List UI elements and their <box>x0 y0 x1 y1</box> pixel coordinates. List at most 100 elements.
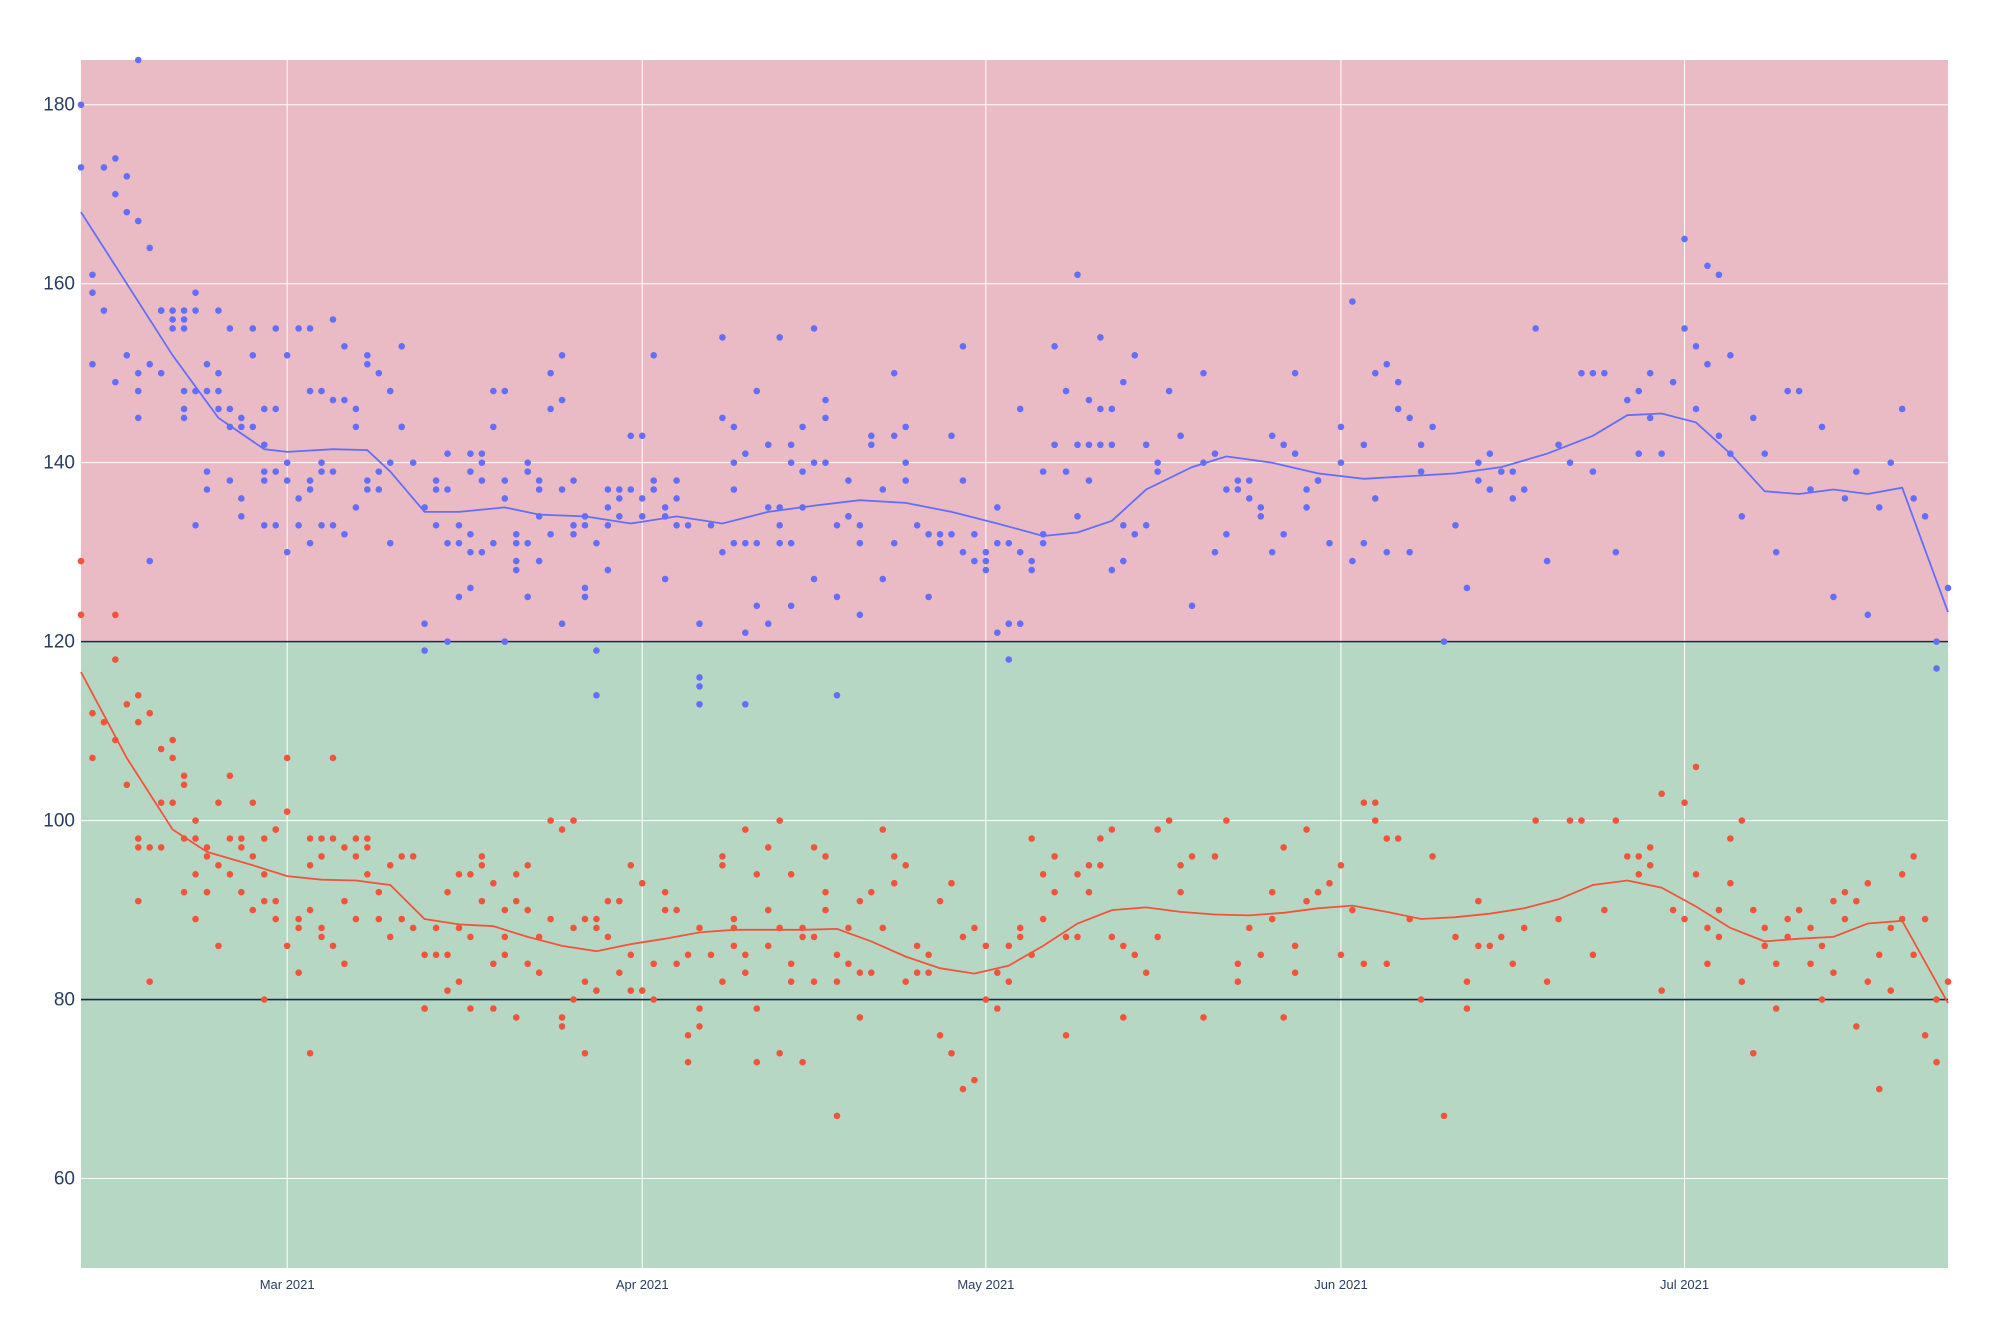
point <box>283 459 291 466</box>
point <box>982 566 990 574</box>
point <box>203 888 211 896</box>
point <box>1635 853 1643 860</box>
point <box>845 513 852 520</box>
point <box>616 513 623 520</box>
point <box>1337 862 1345 869</box>
point <box>1142 969 1150 977</box>
point <box>1623 396 1631 404</box>
point <box>730 486 738 493</box>
point <box>604 522 612 529</box>
point <box>146 709 154 717</box>
point <box>318 459 325 466</box>
point <box>238 423 245 431</box>
point <box>879 575 887 583</box>
point <box>959 477 967 484</box>
point <box>1074 441 1081 449</box>
point <box>352 405 360 413</box>
point <box>467 468 474 475</box>
point <box>432 477 440 484</box>
point <box>1727 879 1734 887</box>
point <box>238 888 245 896</box>
point <box>123 700 131 708</box>
point <box>1383 360 1391 368</box>
point <box>467 1005 474 1012</box>
point <box>238 844 245 851</box>
point <box>1177 862 1184 869</box>
point <box>112 656 119 663</box>
point <box>260 477 268 484</box>
point <box>501 951 509 959</box>
point <box>1864 978 1872 985</box>
point <box>730 459 738 466</box>
point <box>1360 799 1368 806</box>
point <box>776 1049 783 1057</box>
point <box>157 369 165 377</box>
point <box>1406 548 1413 556</box>
y-axis: 60 80 100 120 140 160 180 <box>43 95 75 1190</box>
point <box>364 351 371 359</box>
point <box>306 906 314 914</box>
point <box>112 611 119 619</box>
point <box>1016 405 1024 413</box>
point <box>157 799 165 806</box>
point <box>444 450 451 458</box>
point <box>1223 486 1230 493</box>
point <box>1784 915 1791 923</box>
point <box>581 978 589 985</box>
point <box>1887 459 1895 466</box>
point <box>1177 888 1184 896</box>
point <box>730 539 738 547</box>
point <box>1944 978 1952 985</box>
point <box>753 870 761 878</box>
point <box>295 522 302 529</box>
point <box>547 405 554 413</box>
point <box>1681 235 1688 243</box>
point <box>1085 862 1093 869</box>
point <box>822 853 829 860</box>
point <box>868 888 875 896</box>
point <box>696 674 703 681</box>
point <box>890 879 898 887</box>
point <box>1051 343 1058 350</box>
point <box>375 486 383 493</box>
point <box>318 924 325 932</box>
point <box>581 915 589 923</box>
point <box>1933 665 1940 672</box>
point <box>1394 378 1402 386</box>
point <box>1062 1032 1070 1039</box>
point <box>1715 432 1723 440</box>
point <box>1715 271 1723 279</box>
point <box>593 915 600 923</box>
point <box>1039 870 1047 878</box>
point <box>1807 960 1814 968</box>
point <box>398 853 406 860</box>
point <box>1646 369 1654 377</box>
point <box>971 557 978 565</box>
point <box>822 906 829 914</box>
point <box>1497 468 1505 475</box>
point <box>512 557 520 565</box>
point <box>1257 504 1265 511</box>
point <box>1051 441 1058 449</box>
point <box>444 888 451 896</box>
point <box>146 978 154 985</box>
point <box>524 960 532 968</box>
point <box>1933 638 1940 645</box>
point <box>1234 477 1242 484</box>
point <box>1154 826 1161 833</box>
point <box>833 1112 841 1120</box>
point <box>1154 933 1161 941</box>
point <box>604 504 612 511</box>
point <box>1646 414 1654 422</box>
point <box>512 1014 520 1021</box>
point <box>1440 1112 1448 1120</box>
point <box>1349 906 1356 914</box>
point <box>306 539 314 547</box>
point <box>1028 566 1035 574</box>
point <box>146 244 154 252</box>
point <box>558 351 566 359</box>
point <box>89 360 96 368</box>
point <box>822 396 829 404</box>
point <box>661 888 669 896</box>
point <box>616 495 623 502</box>
